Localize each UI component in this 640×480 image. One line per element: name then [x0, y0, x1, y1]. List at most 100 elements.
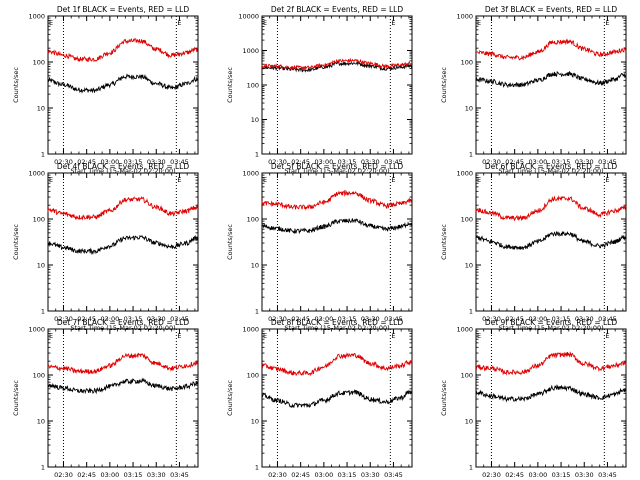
y-tick-label: 10 [251, 262, 259, 270]
x-tick-label: 03:45 [170, 158, 189, 166]
panel-det-3: Det 3f BLACK = Events, RED = LLD 1 10 100 10… [440, 5, 627, 175]
series-line-events [475, 230, 627, 251]
panel-det-6: Det 6f BLACK = Events, RED = LLD 1 10 100 10… [440, 162, 627, 332]
y-axis-label: Counts/sec [226, 224, 234, 260]
event-marker-label: E [391, 19, 395, 27]
y-axis-label: Counts/sec [226, 67, 234, 103]
x-tick-label: 03:15 [124, 471, 143, 479]
plot-frame [47, 328, 199, 468]
y-tick-label: 1000 [242, 47, 259, 55]
x-tick-label: 03:00 [528, 315, 547, 323]
panel-det-2: Det 2f BLACK = Events, RED = LLD 1 10 100 10… [226, 5, 413, 175]
series-line-lld [261, 189, 413, 211]
y-tick-label: 1000 [28, 170, 45, 178]
chart-title: Det 5f BLACK = Events, RED = LLD [271, 162, 404, 171]
y-tick-label: 1 [469, 151, 473, 159]
x-tick-label: 02:30 [482, 471, 501, 479]
series-line-events [261, 60, 413, 73]
y-tick-label: 1 [41, 308, 45, 316]
y-tick-label: 10 [37, 262, 45, 270]
event-marker-label: E [49, 19, 53, 27]
panel-det-8: Det 8f BLACK = Events, RED = LLD 1 10 100 10… [226, 318, 413, 479]
x-tick-label: 03:00 [314, 315, 333, 323]
y-tick-label: 1 [255, 151, 259, 159]
plot-frame [475, 15, 627, 155]
series-line-events [261, 389, 413, 409]
x-tick-label: 03:30 [361, 158, 380, 166]
x-tick-label: 03:00 [528, 471, 547, 479]
event-marker-label: E [605, 176, 609, 184]
y-tick-label: 100 [33, 59, 45, 67]
chart-title: Det 6f BLACK = Events, RED = LLD [485, 162, 618, 171]
event-marker-label: E [263, 19, 267, 27]
series-line-events [47, 377, 199, 395]
x-tick-label: 03:00 [528, 158, 547, 166]
x-tick-label: 03:15 [124, 315, 143, 323]
x-tick-label: 02:45 [505, 471, 524, 479]
series-line-lld [261, 57, 413, 71]
x-tick-label: 03:30 [575, 471, 594, 479]
x-tick-label: 02:45 [77, 471, 96, 479]
x-tick-label: 03:00 [314, 158, 333, 166]
y-tick-label: 10 [251, 418, 259, 426]
y-tick-label: 1 [469, 464, 473, 472]
event-marker-label: E [177, 19, 181, 27]
y-tick-label: 1 [41, 464, 45, 472]
y-tick-label: 100 [247, 216, 259, 224]
y-tick-label: 10 [251, 116, 259, 124]
x-tick-label: 02:30 [268, 315, 287, 323]
y-tick-label: 100 [33, 216, 45, 224]
y-tick-label: 1000 [242, 326, 259, 334]
event-marker-label: E [177, 332, 181, 340]
series-line-lld [475, 38, 627, 61]
x-tick-label: 03:30 [575, 158, 594, 166]
plot-frame [47, 15, 199, 155]
y-tick-label: 1000 [456, 170, 473, 178]
series-line-events [47, 73, 199, 94]
y-axis-label: Counts/sec [440, 224, 448, 260]
event-marker-label: E [605, 19, 609, 27]
x-tick-label: 02:45 [77, 158, 96, 166]
panel-det-4: Det 4f BLACK = Events, RED = LLD 1 10 100 10… [12, 162, 199, 332]
x-axis-label: Start Time (15-Mar-02 02:20:00) [498, 167, 603, 175]
x-tick-label: 03:00 [100, 158, 119, 166]
x-tick-label: 03:45 [598, 158, 617, 166]
y-tick-label: 1 [469, 308, 473, 316]
x-tick-label: 02:30 [54, 315, 73, 323]
chart-title: Det 1f BLACK = Events, RED = LLD [57, 5, 190, 14]
event-marker-label: E [477, 176, 481, 184]
x-tick-label: 03:30 [361, 315, 380, 323]
chart-title: Det 9f BLACK = Events, RED = LLD [485, 318, 618, 327]
event-marker-label: E [391, 332, 395, 340]
x-tick-label: 03:45 [598, 315, 617, 323]
x-axis-label: Start Time (15-Mar-02 02:20:00) [284, 324, 389, 332]
event-marker-label: E [177, 176, 181, 184]
series-line-events [47, 234, 199, 255]
plot-frame [475, 172, 627, 312]
x-tick-label: 03:30 [147, 471, 166, 479]
panel-det-1: Det 1f BLACK = Events, RED = LLD 1 10 100 10… [12, 5, 199, 175]
plot-frame [261, 328, 413, 468]
x-tick-label: 02:30 [268, 471, 287, 479]
plot-frame [261, 172, 413, 312]
panel-det-5: Det 5f BLACK = Events, RED = LLD 1 10 100 10… [226, 162, 413, 332]
x-tick-label: 03:00 [100, 471, 119, 479]
x-tick-label: 03:45 [598, 471, 617, 479]
chart-title: Det 7f BLACK = Events, RED = LLD [57, 318, 190, 327]
x-tick-label: 02:45 [291, 315, 310, 323]
event-marker-label: E [263, 176, 267, 184]
x-tick-label: 03:45 [170, 471, 189, 479]
x-tick-label: 03:15 [552, 471, 571, 479]
x-tick-label: 02:45 [291, 158, 310, 166]
series-line-lld [261, 352, 413, 377]
x-tick-label: 02:30 [482, 158, 501, 166]
y-tick-label: 100 [33, 372, 45, 380]
series-line-events [475, 70, 627, 89]
x-axis-label: Start Time (15-Mar-02 02:20:00) [498, 324, 603, 332]
plot-frame [475, 328, 627, 468]
series-line-events [475, 384, 627, 403]
y-tick-label: 1000 [456, 326, 473, 334]
y-axis-label: Counts/sec [440, 380, 448, 416]
x-tick-label: 03:15 [552, 158, 571, 166]
x-tick-label: 03:15 [552, 315, 571, 323]
